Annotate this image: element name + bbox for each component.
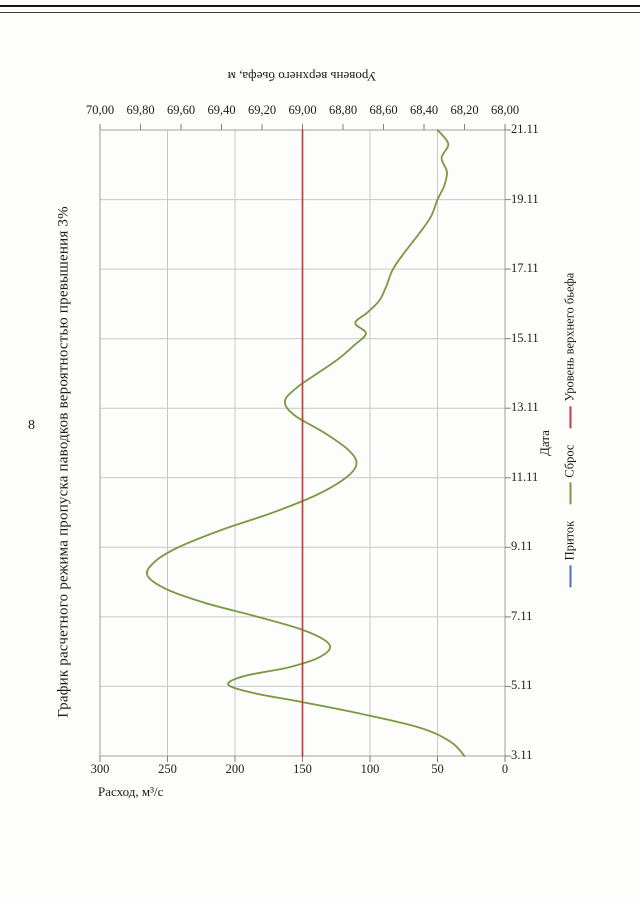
date-axis-title: Дата bbox=[537, 430, 552, 456]
secondary-axis-tick-label: 69,80 bbox=[126, 103, 155, 117]
secondary-axis-tick-label: 68,60 bbox=[369, 103, 398, 117]
secondary-axis-tick-label: 68,20 bbox=[450, 103, 479, 117]
primary-axis-tick-label: 300 bbox=[90, 762, 110, 776]
secondary-axis-title: Уровень верхнего бьефа, м bbox=[227, 69, 377, 84]
tick-marks bbox=[99, 124, 511, 762]
page-title: График расчетного режима пропуска паводк… bbox=[55, 206, 72, 718]
date-tick-label: 17.11 bbox=[511, 261, 539, 276]
plot-area bbox=[99, 124, 511, 762]
scan-edge-line-top bbox=[0, 5, 640, 7]
legend-line-marker bbox=[569, 406, 571, 429]
date-tick-label: 9.11 bbox=[511, 539, 533, 554]
legend-label: Уровень верхнего бьефа bbox=[562, 272, 577, 402]
primary-axis-tick-label: 200 bbox=[225, 762, 245, 776]
primary-axis-tick-label: 150 bbox=[293, 762, 312, 776]
secondary-axis-tick-label: 69,20 bbox=[247, 103, 277, 117]
secondary-axis-tick-label: 68,80 bbox=[328, 103, 358, 117]
legend-label: Сброс bbox=[562, 444, 577, 478]
date-tick-label: 15.11 bbox=[511, 330, 539, 345]
page-number: 8 bbox=[28, 418, 35, 433]
legend-line-marker bbox=[569, 565, 571, 588]
date-tick-label: 13.11 bbox=[511, 400, 539, 415]
date-tick-label: 7.11 bbox=[511, 608, 533, 623]
date-tick-label: 3.11 bbox=[511, 748, 533, 762]
series-sbros-line bbox=[146, 129, 466, 757]
secondary-axis-tick-label: 69,00 bbox=[288, 103, 317, 117]
legend-item-pritok: Приток bbox=[563, 521, 578, 588]
primary-axis-tick-label: 50 bbox=[431, 762, 444, 776]
primary-axis-title: Расход, м³/с bbox=[98, 784, 164, 799]
legend-item-sbros: Сброс bbox=[563, 445, 578, 505]
date-tick-label: 21.11 bbox=[511, 122, 539, 136]
date-tick-label: 19.11 bbox=[511, 191, 539, 206]
secondary-axis-tick-label: 69,60 bbox=[166, 103, 196, 117]
secondary-axis-tick-label: 69,40 bbox=[207, 103, 236, 117]
secondary-axis-tick-label: 70,00 bbox=[85, 103, 115, 117]
primary-axis-tick-label: 100 bbox=[360, 762, 380, 776]
secondary-axis-tick-label: 68,00 bbox=[490, 103, 520, 117]
date-tick-label: 5.11 bbox=[511, 678, 533, 693]
legend-line-marker bbox=[569, 482, 571, 505]
primary-axis-tick-label: 0 bbox=[501, 762, 509, 776]
date-tick-label: 11.11 bbox=[511, 469, 539, 484]
legend-item-uroven-verhnego-befa: Уровень верхнего бьефа bbox=[563, 273, 578, 429]
scan-edge-line-second bbox=[0, 12, 640, 13]
chart-legend: Приток Сброс Уровень верхнего бьефа bbox=[563, 273, 578, 588]
legend-label: Приток bbox=[562, 520, 577, 561]
secondary-axis-tick-label: 68,40 bbox=[409, 103, 439, 117]
primary-axis-tick-label: 250 bbox=[158, 762, 177, 776]
